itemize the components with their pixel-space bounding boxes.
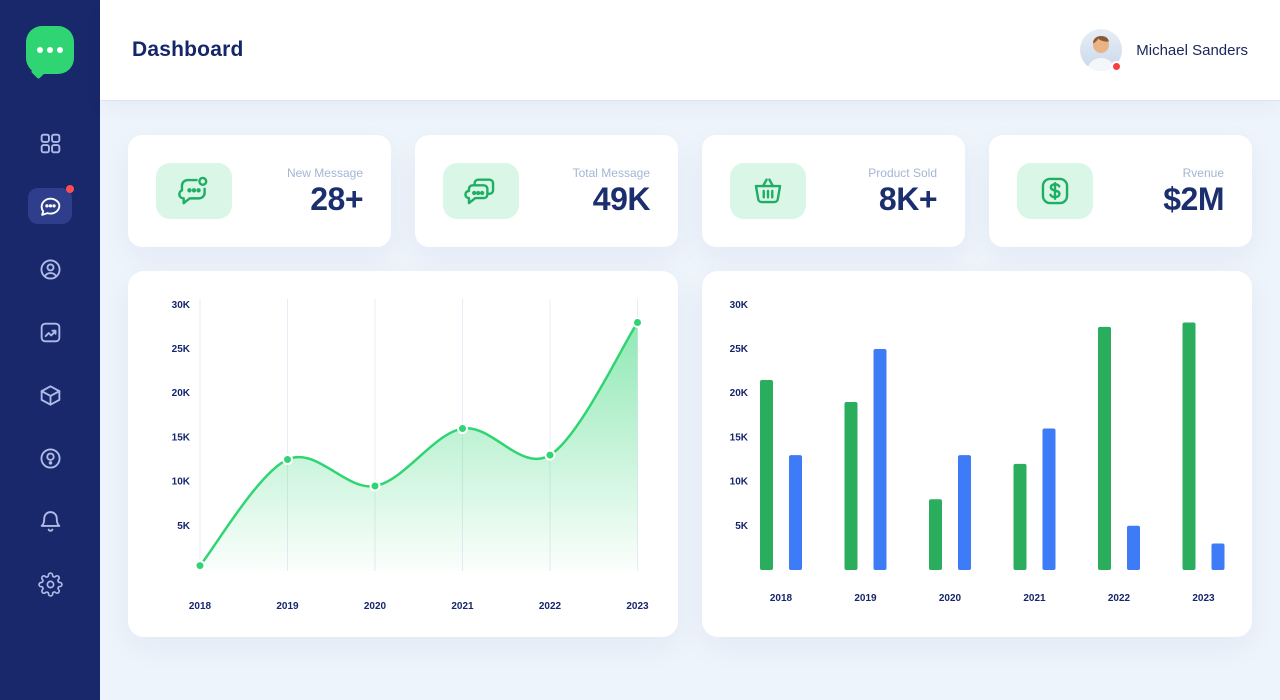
svg-text:2021: 2021 [1023,593,1046,604]
line-chart-card: 5K 10K 15K 20K 25K 30K 2018 2019 2020 2021 2022 202… [128,271,678,637]
sidebar-item-messages[interactable] [28,185,74,224]
header: Dashboard Michael Sanders [100,0,1280,100]
messages-icon [443,163,519,219]
notification-dot [66,185,74,193]
svg-text:2019: 2019 [276,601,299,612]
svg-text:2020: 2020 [939,593,962,604]
status-dot [1111,61,1123,72]
charts-row: 5K 10K 15K 20K 25K 30K 2018 2019 2020 2021 2022 202… [128,271,1252,637]
svg-text:2022: 2022 [1108,593,1131,604]
bar-chart: 5K 10K 15K 20K 25K 30K 2018 2019 2020 2021 2022 202… [730,300,1225,604]
sidebar-item-dashboard[interactable] [28,125,72,161]
grid-icon [40,133,60,153]
svg-text:10K: 10K [172,477,191,488]
svg-text:15K: 15K [172,432,191,443]
sidebar-item-profile[interactable] [28,251,72,287]
svg-text:2019: 2019 [854,593,877,604]
main-column: Dashboard Michael Sanders [100,0,1280,700]
bar-chart-card: 5K 10K 15K 20K 25K 30K 2018 2019 2020 2021 2022 202… [702,271,1252,637]
svg-text:30K: 30K [730,300,749,311]
dollar-icon [1017,163,1093,219]
chat-icon [40,197,60,216]
stats-row: New Message 28+ Total Message 49K Prod [128,135,1252,247]
stat-card-total-message: Total Message 49K [415,135,678,247]
content: New Message 28+ Total Message 49K Prod [100,100,1280,700]
avatar[interactable] [1080,29,1123,72]
stat-card-product-sold: Product Sold 8K+ [702,135,965,247]
stat-value: 8K+ [878,180,938,217]
svg-text:2022: 2022 [539,601,562,612]
svg-text:15K: 15K [730,432,749,443]
svg-text:30K: 30K [172,300,191,311]
page-title: Dashboard [132,38,244,61]
svg-text:25K: 25K [172,344,191,355]
svg-text:2023: 2023 [626,601,649,612]
svg-text:20K: 20K [172,388,191,399]
chart-icon [40,322,60,342]
stat-value: $2M [1163,180,1224,217]
line-chart: 5K 10K 15K 20K 25K 30K 2018 2019 2020 2021 2022 202… [172,299,649,612]
stat-card-new-message: New Message 28+ [128,135,391,247]
logo-dot [47,47,53,53]
basket-icon [730,163,806,219]
sidebar-item-notifications[interactable] [28,503,72,539]
bell-icon [40,510,60,532]
sidebar-nav [28,100,74,602]
user-name: Michael Sanders [1136,41,1248,59]
logo-dot [37,47,43,53]
package-icon [40,384,60,406]
gear-icon [37,571,63,597]
sidebar [0,0,100,700]
svg-text:5K: 5K [177,521,191,532]
svg-text:2018: 2018 [770,593,793,604]
user-menu[interactable]: Michael Sanders [1080,29,1248,72]
user-icon [40,259,60,279]
sidebar-item-support[interactable] [28,440,72,476]
stat-label: Product Sold [868,165,937,180]
logo-wrap [26,0,74,100]
stat-value: 49K [592,180,651,217]
message-badge-icon [156,163,232,219]
svg-text:2023: 2023 [1192,593,1215,604]
target-icon [40,448,60,468]
logo-dot [57,47,63,53]
svg-text:20K: 20K [730,388,749,399]
stat-label: Rvenue [1182,165,1224,180]
sidebar-item-products[interactable] [28,377,72,413]
svg-text:2018: 2018 [189,601,212,612]
svg-text:5K: 5K [735,521,749,532]
stat-label: New Message [286,165,363,180]
sidebar-item-analytics[interactable] [28,314,72,350]
svg-text:25K: 25K [730,344,749,355]
sidebar-item-settings[interactable] [28,566,72,602]
stat-card-revenue: Rvenue $2M [989,135,1252,247]
stat-label: Total Message [572,165,650,180]
svg-text:2021: 2021 [451,601,474,612]
app-logo-icon[interactable] [26,26,74,74]
stat-value: 28+ [310,180,363,217]
svg-text:10K: 10K [730,477,749,488]
svg-text:2020: 2020 [364,601,387,612]
